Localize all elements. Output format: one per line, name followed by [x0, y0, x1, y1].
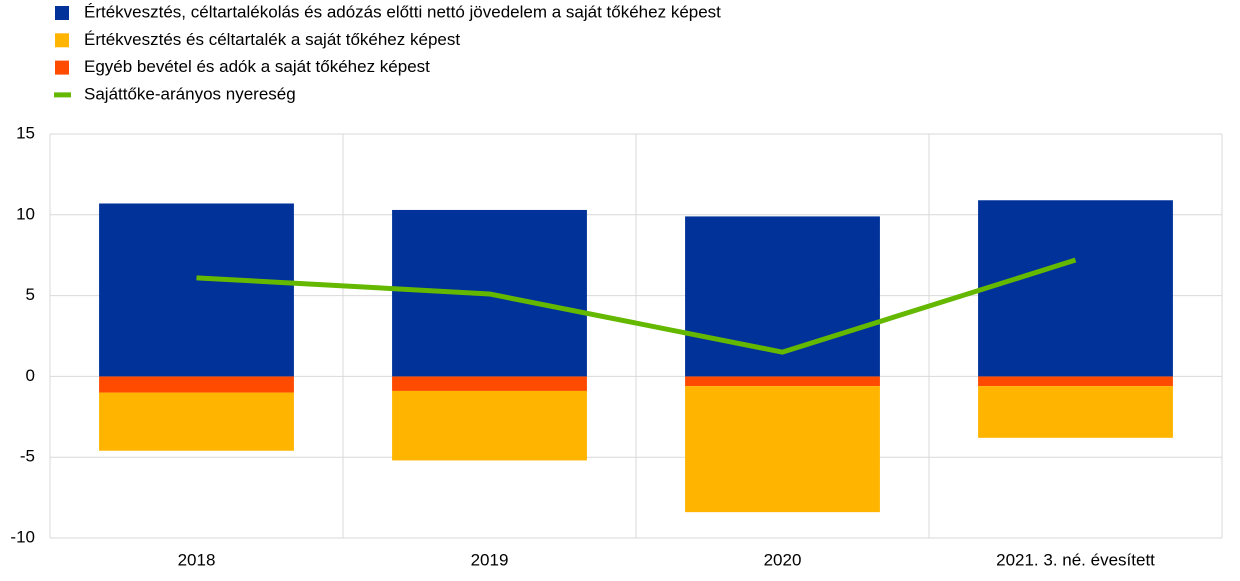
x-tick-label: 2019: [471, 550, 509, 569]
bar: [978, 200, 1173, 377]
bar: [978, 386, 1173, 438]
legend-swatch: [55, 6, 69, 20]
bar: [392, 376, 587, 391]
bar: [685, 376, 880, 387]
bar: [685, 386, 880, 513]
y-tick-label: -5: [20, 447, 35, 466]
legend-swatch: [55, 60, 69, 75]
legend-label: Egyéb bevétel és adók a saját tőkéhez ké…: [84, 57, 430, 76]
legend-label: Sajáttőke-arányos nyereség: [84, 84, 296, 103]
x-tick-label: 2020: [764, 550, 802, 569]
legend-label: Értékvesztés, céltartalékolás és adózás …: [84, 2, 721, 21]
x-tick-label: 2021. 3. né. évesített: [996, 550, 1155, 569]
bar: [99, 376, 294, 393]
legend-swatch: [55, 33, 69, 48]
bar: [978, 376, 1173, 387]
bar: [99, 203, 294, 377]
bar: [99, 392, 294, 451]
x-tick-label: 2018: [178, 550, 216, 569]
bar: [392, 390, 587, 461]
line: [196, 257, 1077, 355]
y-tick-label: 10: [16, 204, 35, 223]
y-tick-label: -10: [10, 527, 35, 546]
legend-label: Értékvesztés és céltartalék a saját tőké…: [84, 30, 460, 49]
y-tick-label: 15: [16, 123, 35, 142]
y-tick-label: 5: [26, 285, 35, 304]
y-tick-label: 0: [26, 366, 35, 385]
